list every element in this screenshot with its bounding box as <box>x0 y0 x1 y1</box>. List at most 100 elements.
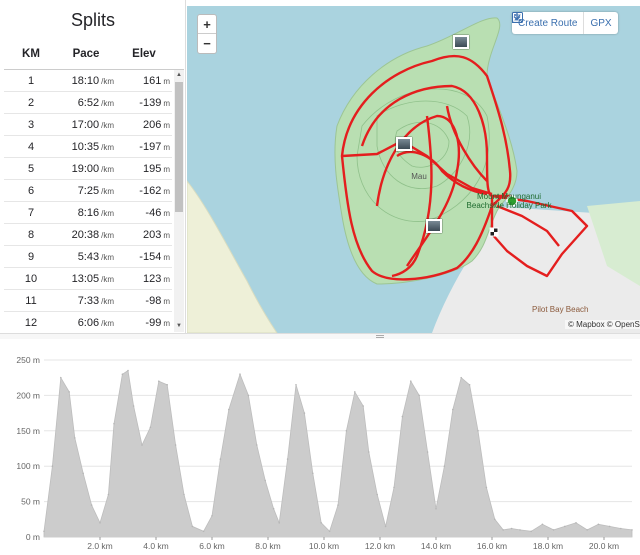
split-row: 7 8:16/km -46 m <box>4 202 172 224</box>
photo-marker[interactable] <box>396 137 412 151</box>
elevation-point <box>631 529 633 531</box>
elevation-point <box>141 444 143 446</box>
elevation-point <box>435 507 437 510</box>
pilot-bay-label: Pilot Bay Beach <box>532 305 589 314</box>
splits-header-row: KM Pace Elev <box>4 48 184 70</box>
split-pace: 6:52/km <box>77 96 114 109</box>
elevation-point <box>132 405 135 407</box>
elevation-point <box>264 479 267 482</box>
resize-handle[interactable] <box>376 335 384 338</box>
elevation-area <box>43 369 633 538</box>
split-pace: 5:43/km <box>77 250 114 263</box>
split-elev: -154 m <box>139 250 170 263</box>
split-elev: -197 m <box>139 140 170 153</box>
elevation-point <box>113 422 115 425</box>
split-km: 9 <box>27 250 35 263</box>
split-km: 10 <box>24 272 38 285</box>
elevation-point <box>328 530 331 533</box>
split-row: 6 7:25/km -162 m <box>4 180 172 202</box>
splits-scrollbar[interactable]: ▲ ▼ <box>174 70 184 332</box>
splits-title: Splits <box>70 10 115 30</box>
x-tick-label: 4.0 km <box>143 541 169 551</box>
elevation-point <box>530 530 532 533</box>
split-row: 12 6:06/km -99 m <box>4 312 172 332</box>
split-pace: 19:00/km <box>71 162 114 175</box>
x-tick-label: 6.0 km <box>199 541 225 551</box>
split-elev: 161 m <box>142 74 170 87</box>
elevation-point <box>191 525 194 528</box>
split-pace: 7:25/km <box>77 184 114 197</box>
elevation-point <box>443 465 446 467</box>
scroll-up-arrow-icon[interactable]: ▲ <box>176 72 182 78</box>
split-elev: -162 m <box>139 184 170 197</box>
elevation-point <box>239 373 241 375</box>
y-tick-label: 250 m <box>16 355 40 365</box>
elevation-point <box>608 525 611 528</box>
elevation-point <box>477 430 479 432</box>
elevation-point <box>320 522 323 524</box>
split-elev: -98 m <box>145 294 170 307</box>
km-header: KM <box>22 48 40 60</box>
elevation-point <box>468 384 471 386</box>
elevation-point <box>460 376 463 379</box>
elevation-point <box>519 529 521 531</box>
split-km: 12 <box>24 316 38 329</box>
elevation-point <box>541 523 544 526</box>
split-km: 1 <box>27 74 35 87</box>
scrollbar-thumb[interactable] <box>175 82 183 212</box>
split-pace: 13:05/km <box>71 272 114 285</box>
x-tick-label: 8.0 km <box>255 541 281 551</box>
elevation-point <box>107 493 110 496</box>
split-pace: 7:33/km <box>77 294 114 307</box>
create-route-button[interactable]: Create Route <box>512 12 583 34</box>
elevation-point <box>158 380 160 382</box>
split-km: 3 <box>27 118 35 131</box>
elevation-point <box>51 465 54 467</box>
y-tick-label: 0 m <box>26 532 40 542</box>
elevation-point <box>82 472 84 475</box>
y-tick-label: 200 m <box>16 390 40 400</box>
elevation-point <box>202 530 205 533</box>
panel-divider[interactable] <box>0 333 640 339</box>
elevation-point <box>418 394 421 397</box>
y-tick-label: 50 m <box>21 497 40 507</box>
split-km: 11 <box>25 294 37 307</box>
zoom-out-button[interactable]: − <box>203 36 211 51</box>
split-km: 5 <box>27 162 35 175</box>
route-map[interactable]: + − Create Route GPX Mount Maunganui Bea… <box>187 6 640 333</box>
elevation-point <box>99 522 101 524</box>
split-km: 8 <box>27 228 35 241</box>
pace-header: Pace <box>72 48 100 60</box>
photo-marker[interactable] <box>453 35 469 49</box>
map-attribution[interactable]: © Mapbox © OpenStreetMap <box>565 320 640 329</box>
elevation-point <box>620 527 622 530</box>
split-pace: 20:38/km <box>71 228 114 241</box>
photo-marker[interactable] <box>426 219 442 233</box>
x-tick-label: 16.0 km <box>477 541 507 551</box>
split-elev: 123 m <box>142 272 170 285</box>
split-elev: 195 m <box>142 162 170 175</box>
elevation-point <box>247 394 250 397</box>
summit-label: Mau <box>411 172 427 181</box>
splits-table-body[interactable]: 1 18:10/km 161 m 2 6:52/km -139 m 3 17:00/km 206 m 4… <box>4 70 172 332</box>
split-row: 5 19:00/km 195 m <box>4 158 172 180</box>
elevation-point <box>494 518 496 521</box>
zoom-in-button[interactable]: + <box>198 15 216 34</box>
elevation-point <box>183 493 185 496</box>
elevation-chart[interactable]: 0 m 50 m 100 m 150 m 200 m 250 m 2.0 km 4.0 km 6… <box>0 340 640 555</box>
map-actions: Create Route GPX <box>512 12 618 34</box>
split-row: 11 7:33/km -98 m <box>4 290 172 312</box>
split-row: 4 10:35/km -197 m <box>4 136 172 158</box>
x-tick-label: 12.0 km <box>365 541 395 551</box>
split-pace: 17:00/km <box>71 118 114 131</box>
elevation-point <box>586 529 588 531</box>
elevation-point <box>272 507 275 510</box>
elevation-point <box>376 493 379 496</box>
elevation-point <box>166 384 168 386</box>
elevation-point <box>597 523 600 526</box>
gpx-download-button[interactable]: GPX <box>512 12 617 34</box>
elevation-point <box>312 472 314 475</box>
elevation-point <box>510 527 513 530</box>
scroll-down-arrow-icon[interactable]: ▼ <box>176 323 182 329</box>
y-tick-label: 100 m <box>16 461 40 471</box>
